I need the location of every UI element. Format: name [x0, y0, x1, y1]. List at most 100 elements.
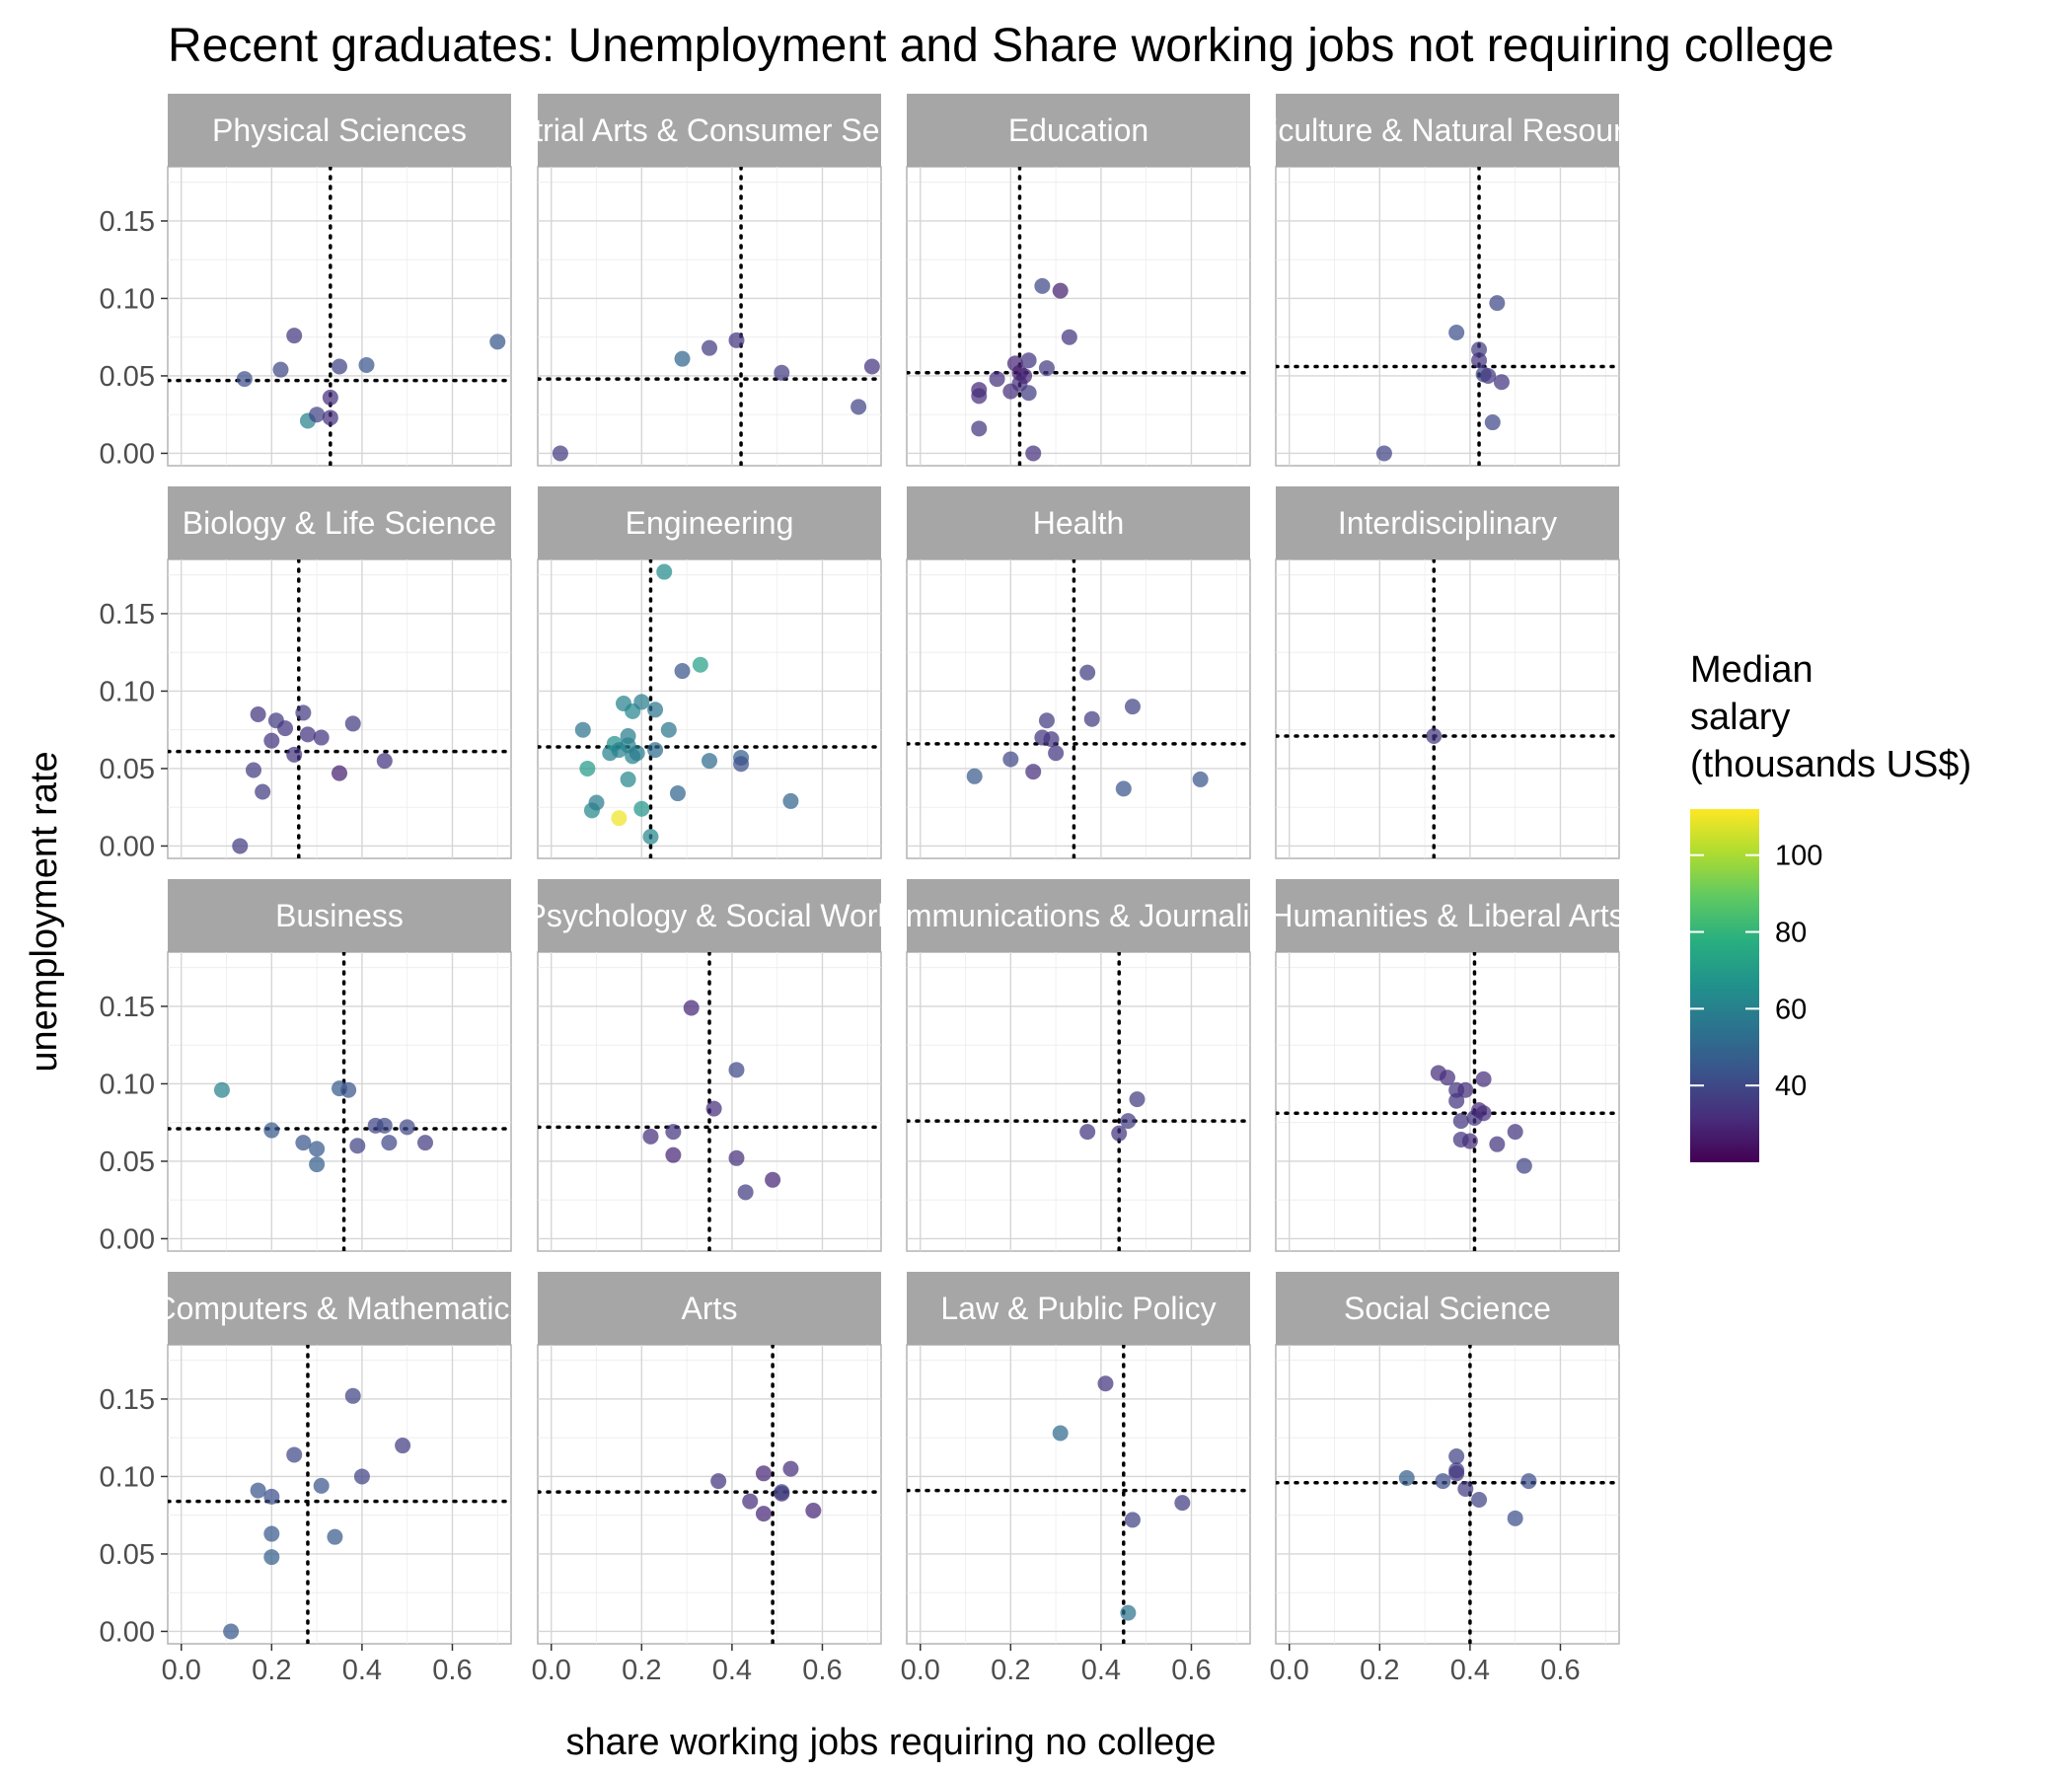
data-point — [1061, 329, 1077, 345]
data-points — [213, 1080, 433, 1173]
data-point — [971, 388, 988, 405]
facet-strip: Computers & Mathematics — [168, 1272, 511, 1345]
gridlines — [907, 952, 1250, 1251]
data-point — [272, 361, 289, 378]
data-point — [263, 1549, 280, 1566]
data-points — [574, 563, 799, 846]
data-points — [236, 328, 506, 429]
data-point — [765, 1171, 781, 1188]
data-point — [313, 729, 330, 746]
panel-business: Business — [167, 879, 512, 1252]
data-point — [246, 762, 261, 778]
data-point — [399, 1119, 415, 1136]
data-points — [966, 664, 1209, 797]
panel-social-science: Social Science — [1275, 1272, 1620, 1645]
x-tick-label: 0.6 — [1171, 1655, 1211, 1686]
gridlines — [907, 1345, 1250, 1644]
data-points — [1398, 1448, 1537, 1526]
facet-strip-background — [907, 94, 1250, 167]
data-point — [1016, 367, 1033, 384]
data-point — [1111, 1125, 1128, 1142]
data-point — [1124, 1512, 1141, 1528]
data-point — [683, 999, 700, 1016]
facet-strip-background — [168, 486, 511, 559]
data-point — [263, 732, 280, 749]
data-point — [1083, 710, 1100, 727]
data-point — [1375, 445, 1392, 462]
data-point — [733, 756, 750, 773]
reference-lines — [538, 167, 881, 466]
data-point — [286, 1446, 303, 1463]
data-points — [1426, 727, 1443, 744]
y-tick-label: 0.05 — [100, 754, 155, 785]
data-points — [223, 1387, 411, 1640]
y-tick-label: 0.00 — [100, 1223, 155, 1255]
data-point — [263, 1488, 280, 1505]
data-point — [1471, 341, 1488, 358]
data-point — [728, 1062, 745, 1078]
panel-health: Health — [906, 486, 1251, 859]
legend-tick-label: 60 — [1775, 994, 1807, 1025]
data-point — [1038, 360, 1055, 377]
reference-lines — [1276, 167, 1619, 466]
gridlines — [168, 559, 511, 858]
data-point — [989, 371, 1005, 388]
data-point — [1471, 1491, 1488, 1508]
y-tick-label: 0.10 — [100, 676, 155, 707]
panel-background — [1275, 558, 1620, 859]
data-point — [236, 371, 253, 388]
facet-strip-background — [1276, 1272, 1619, 1345]
data-point — [353, 1468, 370, 1485]
y-tick-label: 0.00 — [100, 1616, 155, 1648]
x-tick-label: 0.0 — [162, 1655, 201, 1686]
data-point — [851, 399, 867, 415]
data-point — [642, 1128, 659, 1145]
facet-strip-background — [907, 879, 1250, 952]
data-point — [782, 1460, 799, 1477]
gridlines — [1276, 559, 1619, 858]
legend-tick-label: 40 — [1775, 1071, 1807, 1102]
legend-title-line: Median — [1690, 649, 1813, 691]
facet-strip-background — [1276, 94, 1619, 167]
data-point — [660, 721, 677, 738]
data-point — [322, 389, 338, 406]
data-point — [1448, 1448, 1465, 1465]
facet-strip-background — [538, 94, 881, 167]
panel-biology-and-life-science: Biology & Life Science — [167, 486, 512, 859]
y-tick-label: 0.05 — [100, 1147, 155, 1178]
facet-strip: Arts — [538, 1272, 881, 1345]
x-axis-title: share working jobs requiring no college — [565, 1722, 1216, 1763]
data-point — [805, 1502, 822, 1518]
data-point — [1507, 1510, 1523, 1526]
data-point — [1475, 1071, 1492, 1087]
chart-title: Recent graduates: Unemployment and Share… — [168, 20, 1834, 72]
facet-label: Education — [1008, 112, 1148, 148]
data-point — [863, 358, 880, 375]
x-tick-label: 0.2 — [1360, 1655, 1399, 1686]
gridlines — [1276, 1345, 1619, 1644]
data-point — [1192, 771, 1209, 787]
y-axis-title: unemployment rate — [24, 751, 65, 1072]
data-point — [1115, 780, 1132, 797]
facet-strip: Physical Sciences — [168, 94, 511, 167]
x-tick-label: 0.0 — [1270, 1655, 1309, 1686]
panel-computers-and-mathematics: Computers & Mathematics — [167, 1272, 512, 1645]
panel-arts: Arts — [537, 1272, 882, 1645]
data-point — [665, 1124, 682, 1141]
panel-background — [1275, 1344, 1620, 1645]
data-point — [737, 1184, 754, 1201]
data-points — [1375, 295, 1510, 462]
data-point — [574, 721, 591, 738]
data-point — [1043, 731, 1060, 748]
data-point — [782, 792, 799, 809]
data-point — [755, 1506, 772, 1522]
facet-strip: Biology & Life Science — [168, 486, 511, 559]
facet-strip-background — [538, 486, 881, 559]
data-point — [309, 1141, 326, 1157]
x-tick-label: 0.6 — [432, 1655, 472, 1686]
facet-label: Interdisciplinary — [1338, 505, 1557, 541]
legend-tick-label: 80 — [1775, 918, 1807, 949]
panel-background — [906, 1344, 1251, 1645]
data-point — [1426, 727, 1443, 744]
data-point — [1020, 385, 1037, 402]
